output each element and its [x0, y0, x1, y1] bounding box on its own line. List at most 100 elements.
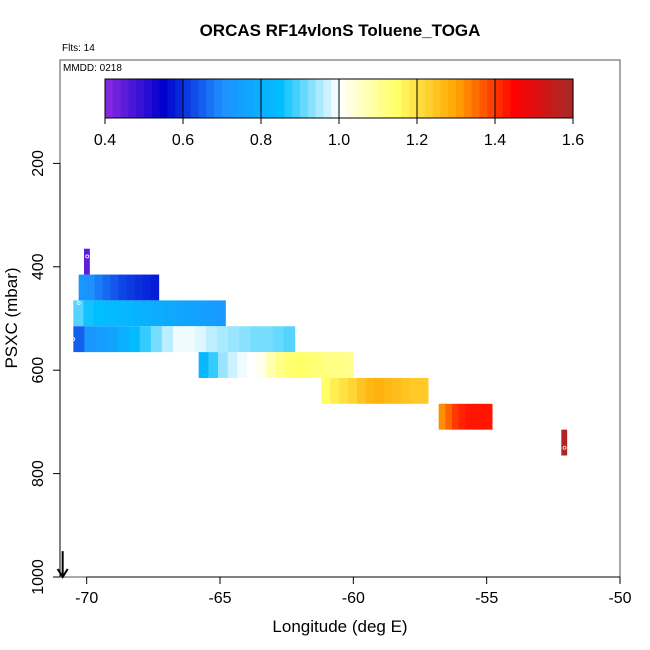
- marker-point: [85, 254, 90, 259]
- band-cell: [117, 326, 130, 353]
- colorbar-segment: [417, 79, 426, 118]
- colorbar-segment: [128, 79, 137, 118]
- marker-point: [76, 301, 81, 305]
- band-cell: [73, 300, 84, 327]
- marker-point: [71, 337, 76, 342]
- band-cell: [184, 326, 196, 353]
- band-cell: [174, 300, 186, 327]
- band-cell: [215, 300, 226, 327]
- colorbar-segment: [136, 79, 145, 118]
- band-cell: [237, 352, 248, 378]
- x-axis: -70 -65 -60 -55 -50: [75, 576, 632, 607]
- band-cell: [198, 352, 209, 378]
- band-cell: [93, 300, 105, 327]
- colorbar-segment: [393, 79, 402, 118]
- colorbar-tick-label: 0.4: [94, 132, 116, 149]
- direction-arrow: [56, 551, 69, 579]
- colorbar-segment: [323, 79, 332, 118]
- band-cell: [124, 300, 135, 327]
- band-cell: [324, 352, 335, 378]
- band-cell: [218, 352, 229, 378]
- band-cell: [485, 403, 493, 430]
- colorbar-segment: [448, 79, 457, 118]
- y-tick-label: 1000: [30, 559, 47, 595]
- band-cell: [142, 274, 152, 301]
- band-cell: [206, 326, 218, 353]
- colorbar-segment: [315, 79, 324, 118]
- colorbar-segment: [105, 79, 114, 118]
- colorbar-segment: [401, 79, 410, 118]
- colorbar-segment: [479, 79, 488, 118]
- band-cell: [73, 326, 85, 353]
- band-cell: [410, 377, 420, 404]
- date-annotation: MMDD: 0218: [63, 63, 122, 74]
- band-cell: [150, 326, 163, 353]
- colorbar-segment: [237, 79, 246, 118]
- band-cell: [330, 377, 340, 404]
- band-cell: [150, 274, 160, 301]
- x-tick-label: -50: [608, 590, 631, 607]
- colorbar-segment: [284, 79, 293, 118]
- band-cell: [217, 326, 229, 353]
- band-cell: [419, 377, 429, 404]
- colorbar-segment: [502, 79, 512, 118]
- colorbar-segment: [112, 79, 122, 118]
- colorbar-segment: [534, 79, 543, 118]
- band-cell: [134, 300, 145, 327]
- band-cell: [261, 326, 274, 353]
- band-cell: [266, 352, 277, 378]
- colorbar-segment: [261, 79, 270, 118]
- band-cell: [106, 326, 119, 353]
- band-cell: [84, 248, 90, 275]
- colorbar-segment: [565, 79, 574, 118]
- band-cell: [113, 300, 125, 327]
- band-cell: [161, 326, 174, 353]
- colorbar-segment: [370, 79, 379, 118]
- band-cell: [348, 377, 358, 404]
- colorbar-tick-label: 1.6: [562, 132, 584, 149]
- band-cell: [110, 274, 120, 301]
- colorbar-segment: [378, 79, 387, 118]
- arrow-head: [56, 568, 69, 579]
- band-cell: [95, 326, 108, 353]
- colorbar-tick-label: 1.0: [328, 132, 350, 149]
- x-tick-label: -65: [208, 590, 231, 607]
- band-cell: [458, 403, 466, 430]
- colorbar-segment: [440, 79, 449, 118]
- band-cell: [239, 326, 251, 353]
- x-tick-label: -70: [75, 590, 98, 607]
- band-cell: [401, 377, 411, 404]
- colorbar-segment: [229, 79, 239, 118]
- colorbar-segment: [151, 79, 161, 118]
- colorbar-segment: [487, 79, 496, 118]
- y-axis-label: PSXC (mbar): [2, 267, 21, 368]
- x-tick-label: -60: [342, 590, 365, 607]
- band-cell: [205, 300, 216, 327]
- band-cell: [272, 326, 285, 353]
- y-tick-label: 200: [30, 150, 47, 177]
- colorbar-tick-label: 0.6: [172, 132, 194, 149]
- colorbar-segment: [362, 79, 371, 118]
- band-cell: [164, 300, 176, 327]
- band-cell: [365, 377, 376, 404]
- band-cell: [118, 274, 128, 301]
- colorbar-segment: [144, 79, 153, 118]
- band-cell: [184, 300, 196, 327]
- colorbar-segment: [354, 79, 363, 118]
- band-cell: [438, 403, 446, 430]
- band-cell: [126, 274, 136, 301]
- colorbar-segment: [198, 79, 207, 118]
- band-cell: [452, 403, 460, 430]
- band-cell: [321, 377, 331, 404]
- colorbar-segment: [222, 79, 231, 118]
- band-cell: [154, 300, 166, 327]
- band-cell: [86, 274, 96, 301]
- colorbar-segment: [331, 79, 340, 118]
- band-cell: [561, 429, 568, 456]
- band-cell: [84, 326, 96, 353]
- band-cell: [139, 326, 152, 353]
- band-cell: [478, 403, 486, 430]
- data-bands: [73, 248, 568, 456]
- y-tick-label: 600: [30, 357, 47, 384]
- colorbar-segment: [541, 79, 551, 118]
